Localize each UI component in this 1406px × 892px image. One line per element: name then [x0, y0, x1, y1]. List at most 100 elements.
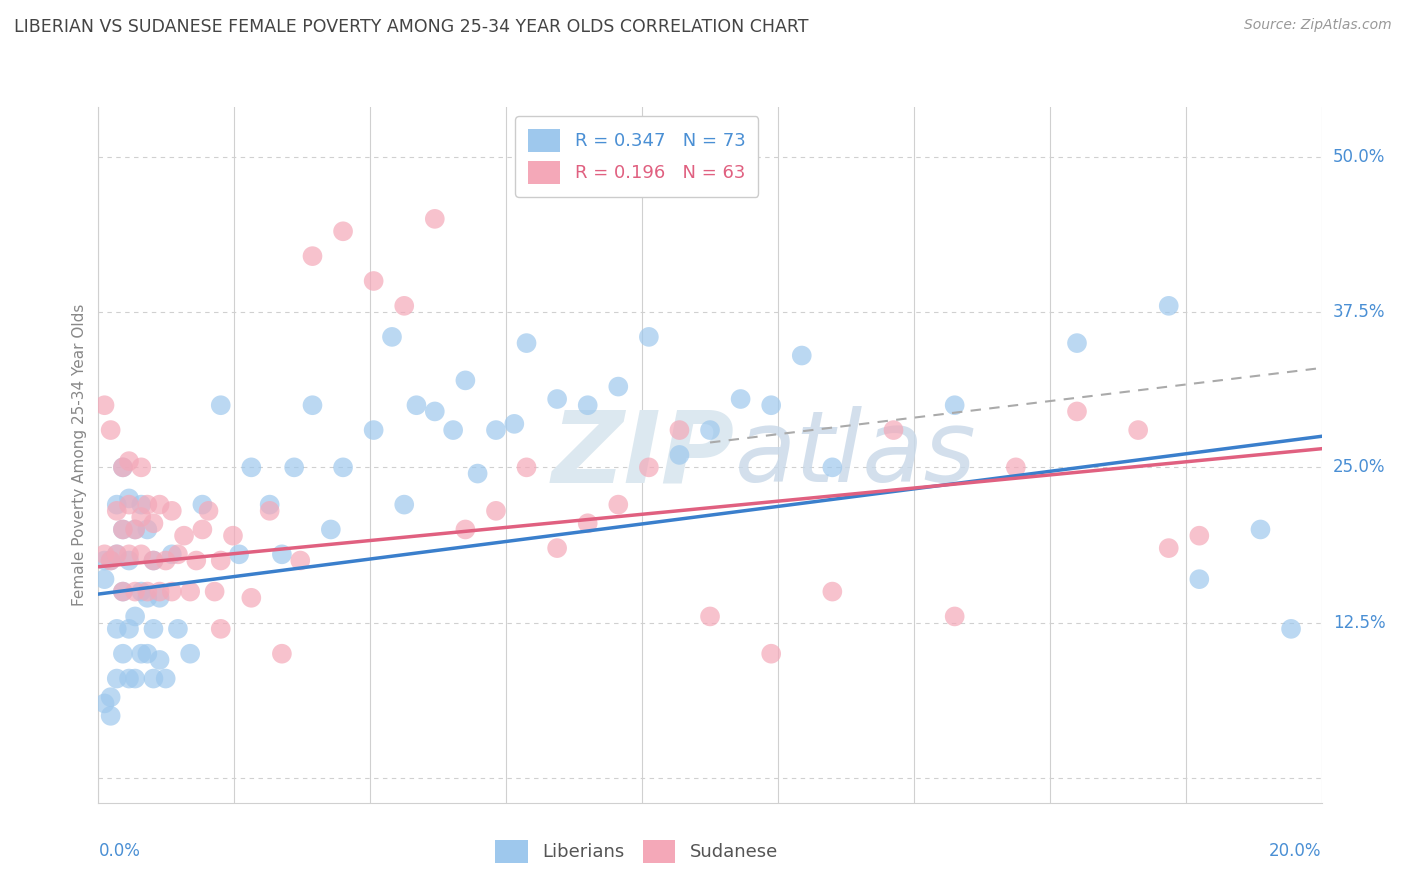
Point: [93, 697, 115, 711]
Point: [118, 547, 141, 561]
Point: [129, 547, 152, 561]
Point: [730, 392, 752, 406]
Point: [204, 584, 226, 599]
Point: [516, 460, 538, 475]
Point: [1188, 572, 1211, 586]
Point: [668, 423, 690, 437]
Point: [423, 404, 446, 418]
Point: [259, 504, 281, 518]
Point: [637, 330, 661, 344]
Y-axis label: Female Poverty Among 25-34 Year Olds: Female Poverty Among 25-34 Year Olds: [72, 304, 87, 606]
Point: [576, 516, 599, 531]
Point: [142, 622, 165, 636]
Point: [516, 336, 538, 351]
Point: [142, 553, 165, 567]
Point: [167, 622, 190, 636]
Point: [363, 274, 385, 288]
Point: [1279, 622, 1302, 636]
Point: [576, 398, 599, 412]
Point: [441, 423, 464, 437]
Point: [222, 529, 245, 543]
Point: [173, 529, 195, 543]
Point: [118, 498, 141, 512]
Point: [607, 379, 630, 393]
Point: [111, 584, 134, 599]
Point: [111, 460, 134, 475]
Point: [485, 423, 508, 437]
Point: [160, 584, 183, 599]
Point: [124, 523, 146, 537]
Point: [821, 460, 844, 475]
Point: [111, 523, 134, 537]
Point: [301, 398, 323, 412]
Point: [699, 423, 721, 437]
Point: [118, 622, 141, 636]
Point: [155, 672, 177, 686]
Point: [124, 523, 146, 537]
Point: [883, 423, 905, 437]
Point: [93, 398, 115, 412]
Point: [943, 609, 966, 624]
Point: [546, 392, 568, 406]
Point: [129, 647, 152, 661]
Point: [191, 498, 214, 512]
Point: [240, 460, 263, 475]
Text: 12.5%: 12.5%: [1333, 614, 1385, 632]
Point: [100, 553, 122, 567]
Point: [699, 609, 721, 624]
Point: [105, 547, 128, 561]
Point: [111, 584, 134, 599]
Point: [105, 672, 128, 686]
Text: 25.0%: 25.0%: [1333, 458, 1385, 476]
Point: [454, 373, 477, 387]
Point: [1004, 460, 1026, 475]
Point: [111, 460, 134, 475]
Point: [197, 504, 219, 518]
Point: [105, 622, 128, 636]
Point: [467, 467, 489, 481]
Text: 50.0%: 50.0%: [1333, 148, 1385, 166]
Point: [1066, 336, 1088, 351]
Point: [149, 498, 172, 512]
Point: [1157, 541, 1180, 555]
Point: [790, 349, 813, 363]
Point: [142, 672, 165, 686]
Point: [319, 523, 342, 537]
Point: [759, 398, 782, 412]
Point: [943, 398, 966, 412]
Point: [332, 224, 354, 238]
Point: [209, 622, 232, 636]
Point: [136, 523, 159, 537]
Point: [136, 647, 159, 661]
Point: [191, 523, 214, 537]
Point: [118, 454, 141, 468]
Text: 37.5%: 37.5%: [1333, 303, 1385, 321]
Legend: R = 0.347   N = 73, R = 0.196   N = 63: R = 0.347 N = 73, R = 0.196 N = 63: [515, 116, 758, 197]
Point: [160, 547, 183, 561]
Text: atlas: atlas: [734, 407, 976, 503]
Point: [821, 584, 844, 599]
Point: [283, 460, 305, 475]
Point: [423, 211, 446, 226]
Text: Source: ZipAtlas.com: Source: ZipAtlas.com: [1244, 18, 1392, 32]
Point: [129, 510, 152, 524]
Point: [392, 498, 416, 512]
Point: [167, 547, 190, 561]
Point: [111, 647, 134, 661]
Point: [100, 553, 122, 567]
Point: [129, 584, 152, 599]
Text: 20.0%: 20.0%: [1270, 842, 1322, 860]
Point: [1066, 404, 1088, 418]
Point: [240, 591, 263, 605]
Point: [209, 398, 232, 412]
Point: [124, 672, 146, 686]
Point: [381, 330, 404, 344]
Point: [405, 398, 427, 412]
Point: [142, 516, 165, 531]
Point: [142, 553, 165, 567]
Point: [111, 523, 134, 537]
Point: [546, 541, 568, 555]
Point: [179, 647, 201, 661]
Point: [155, 553, 177, 567]
Point: [149, 584, 172, 599]
